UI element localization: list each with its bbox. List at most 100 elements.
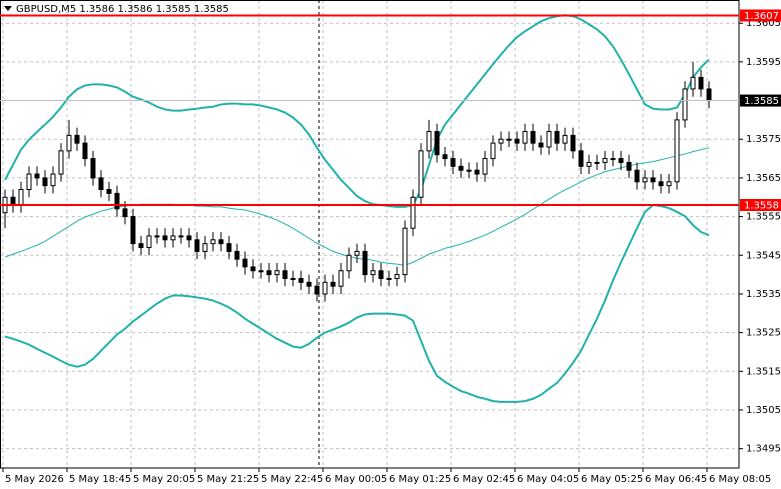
candle-body [466, 169, 472, 172]
chart-title: GBPUSD,M5 1.3586 1.3586 1.3585 1.3585 [16, 4, 229, 15]
candle-body [442, 154, 448, 160]
candle-body [122, 208, 128, 218]
candle-body [186, 235, 192, 241]
candle-body [698, 76, 704, 90]
y-tick-label: 1.3575 [746, 134, 781, 145]
candle-body [34, 173, 40, 179]
plot-border [0, 0, 740, 469]
x-tick-label: 5 May 2026 [5, 474, 64, 485]
grid [0, 0, 739, 468]
candle-body [354, 250, 360, 256]
candle-body [98, 177, 104, 191]
y-tick-label: 1.3595 [746, 57, 781, 68]
y-tick-label: 1.3535 [746, 289, 781, 300]
y-tick-label: 1.3515 [746, 366, 781, 377]
x-tick-label: 6 May 06:45 [645, 474, 707, 485]
candle-body [42, 177, 48, 187]
candle-body [522, 131, 528, 144]
candle-body [290, 277, 296, 280]
y-tick-label: 1.3545 [746, 250, 781, 261]
level-label: 1.3607 [744, 11, 779, 22]
candle-body [266, 270, 272, 276]
x-tick-label: 5 May 21:25 [197, 474, 259, 485]
level-label-box [740, 198, 781, 211]
candle-body [474, 169, 480, 175]
candle-body [18, 189, 24, 206]
candle-body [594, 161, 600, 164]
candle-body [362, 250, 368, 276]
candle-body [138, 243, 144, 249]
candle-body [434, 131, 440, 156]
candle-body [306, 281, 312, 287]
candle-body [530, 131, 536, 144]
candle-body [370, 270, 376, 276]
x-tick-label: 6 May 08:05 [709, 474, 771, 485]
candle-body [250, 266, 256, 272]
x-tick-label: 5 May 22:45 [261, 474, 323, 485]
current-price-box [740, 94, 781, 107]
candle-body [26, 173, 32, 191]
candle-body [146, 235, 152, 249]
candle-body [498, 138, 504, 144]
candle-body [10, 196, 16, 206]
candle-body [90, 158, 96, 179]
candle-body [658, 181, 664, 187]
candle-body [330, 281, 336, 287]
candle-body [210, 239, 216, 245]
candle-body [562, 134, 568, 144]
candle-body [458, 165, 464, 171]
candle-body [194, 239, 200, 252]
candle-body [426, 131, 432, 152]
x-tick-label: 6 May 00:05 [325, 474, 387, 485]
candle-body [274, 270, 280, 276]
candle-body [226, 243, 232, 252]
candle-body [610, 158, 616, 161]
candle-body [234, 250, 240, 260]
candle-body [546, 131, 552, 148]
menu-triangle[interactable] [4, 6, 12, 11]
candle-body [578, 150, 584, 167]
candle-body [626, 161, 632, 171]
y-tick-label: 1.3555 [746, 212, 781, 223]
candle-body [706, 88, 712, 102]
x-tick-label: 6 May 01:25 [389, 474, 451, 485]
level-label: 1.3558 [744, 200, 779, 211]
candle-body [602, 158, 608, 163]
candle-body [554, 131, 560, 144]
candle-body [298, 277, 304, 283]
candle-body [690, 76, 696, 90]
candle-body [394, 274, 400, 279]
candle-body [634, 169, 640, 183]
candle-body [258, 270, 264, 273]
candle-body [490, 142, 496, 160]
band-lower [4, 203, 710, 403]
candle-body [570, 134, 576, 152]
candle-body [650, 177, 656, 183]
candle-body [618, 158, 624, 163]
candle-body [506, 138, 512, 141]
candle-body [282, 270, 288, 279]
candle-body [514, 138, 520, 144]
candle-body [66, 134, 72, 152]
candle-body [410, 196, 416, 229]
candle-body [418, 150, 424, 198]
candle-body [682, 88, 688, 121]
candle-body [346, 254, 352, 272]
candle-body [242, 258, 248, 268]
candle-body [378, 270, 384, 279]
candle-body [482, 158, 488, 175]
x-tick-label: 5 May 18:45 [69, 474, 131, 485]
y-tick-label: 1.3565 [746, 173, 781, 184]
candle-body [106, 189, 112, 194]
level-label-box [740, 9, 781, 22]
candle-body [170, 235, 176, 241]
y-tick-label: 1.3505 [746, 405, 781, 416]
candle-body [386, 277, 392, 280]
candle-body [130, 216, 136, 245]
candle-body [538, 142, 544, 148]
candle-body [666, 181, 672, 187]
y-tick-label: 1.3605 [746, 18, 781, 29]
candle-body [450, 158, 456, 167]
